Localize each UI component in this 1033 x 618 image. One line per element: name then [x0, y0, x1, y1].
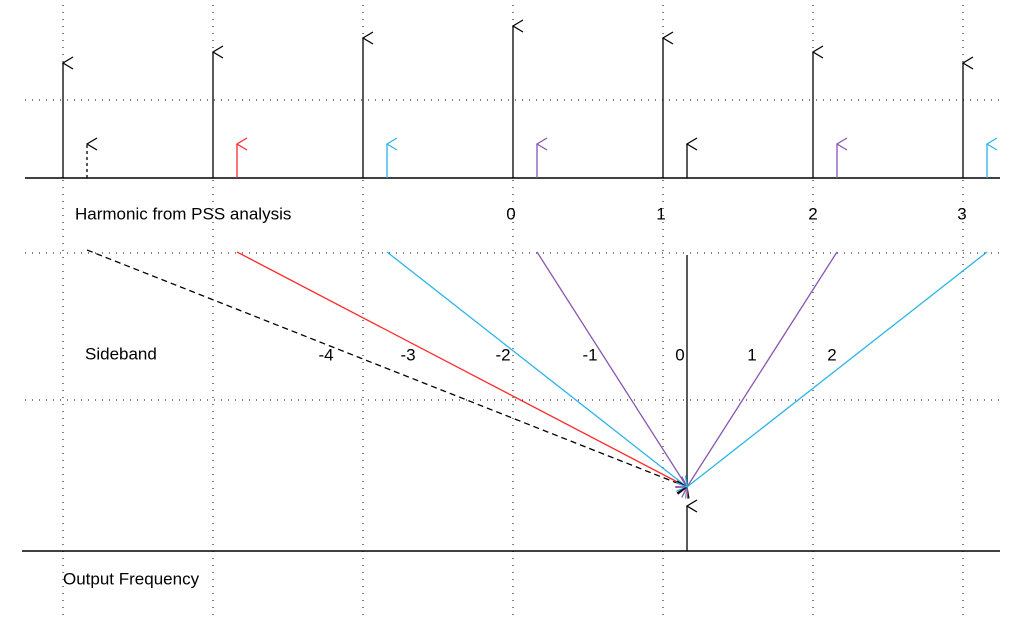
sideband-label: -1 [582, 345, 597, 364]
sideband-label: 2 [827, 345, 836, 364]
output-title: Output Frequency [63, 569, 200, 588]
harmonic-title: Harmonic from PSS analysis [75, 204, 291, 223]
harmonic-arrows [63, 26, 963, 178]
sideband-label: -3 [400, 345, 415, 364]
dotted-grid [25, 5, 1000, 615]
sideband-label: -2 [495, 345, 510, 364]
harmonic-label: 1 [656, 204, 665, 223]
sideband-arrows [87, 144, 987, 178]
sideband-label: -4 [318, 345, 333, 364]
harmonic-label: 0 [506, 204, 515, 223]
sideband-label: 1 [747, 345, 756, 364]
mixing-lines [86, 249, 988, 487]
sideband-title: Sideband [85, 344, 157, 363]
harmonic-label: 3 [957, 204, 966, 223]
sideband-label: 0 [675, 345, 684, 364]
harmonic-label: 2 [808, 204, 817, 223]
